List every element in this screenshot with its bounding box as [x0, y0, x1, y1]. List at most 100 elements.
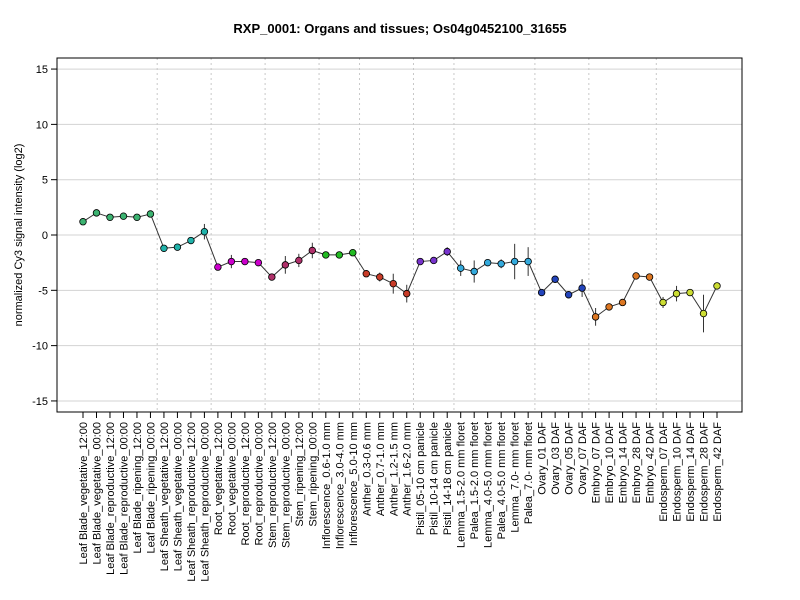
x-tick-label: Leaf Blade_ripening_12:00 [132, 422, 144, 554]
x-tick-label: Embryo_28 DAF [631, 422, 643, 504]
data-point [524, 257, 532, 266]
x-tick-label: Embryo_14 DAF [618, 422, 630, 504]
x-tick-label: Inflorescence_0.6-1.0 mm [321, 422, 333, 549]
x-tick-label: Leaf Blade_reproductive_12:00 [105, 422, 117, 575]
x-tick-label: Pistil_10-14 cm panicle [429, 422, 441, 535]
error-bars [82, 211, 718, 333]
y-tick-label: -15 [32, 396, 48, 408]
y-axis: -15 -10 -5 0 5 10 15 [32, 64, 57, 408]
x-tick-label: Endosperm_07 DAF [658, 422, 670, 522]
x-tick-label: Leaf Sheath_reproductive_00:00 [199, 422, 211, 582]
data-point [510, 257, 519, 266]
x-tick-label: Leaf Sheath_reproductive_12:00 [186, 422, 198, 582]
x-tick-label: Anther_0.7-1.0 mm [375, 422, 387, 516]
x-tick-label: Inflorescence_3.0-4.0 mm [334, 422, 346, 549]
grid-layer [57, 68, 742, 402]
x-tick-label: Endosperm_10 DAF [672, 422, 684, 522]
data-point [457, 264, 465, 272]
x-tick-label: Embryo_42 DAF [645, 422, 657, 504]
x-tick-label: Inflorescence_5.0-10 mm [348, 422, 360, 546]
data-point [551, 275, 559, 283]
data-point [241, 257, 249, 266]
data-point [308, 246, 317, 255]
x-tick-label: Leaf Sheath_vegetative_00:00 [172, 422, 184, 571]
x-tick-label: Leaf Blade_vegetative_12:00 [78, 422, 90, 565]
data-point [349, 248, 357, 257]
x-tick-label: Embryo_10 DAF [604, 422, 616, 504]
x-tick-label: Ovary_01 DAF [537, 422, 549, 495]
data-point [133, 213, 141, 221]
x-tick-label: Endosperm_28 DAF [699, 422, 711, 522]
x-tick-label: Leaf Sheath_vegetative_12:00 [159, 422, 171, 571]
x-tick-label: Palea_7.0- mm floret [523, 422, 535, 524]
x-tick-label: Endosperm_14 DAF [685, 422, 697, 522]
x-tick-label: Palea_4.0-5.0 mm floret [496, 422, 508, 539]
x-tick-label: Pistil_14-18 cm panicle [442, 422, 454, 535]
y-tick-label: -10 [32, 341, 48, 353]
x-tick-label: Ovary_03 DAF [550, 422, 562, 495]
y-tick-label: 10 [36, 119, 48, 131]
x-tick-label: Anther_0.3-0.6 mm [361, 422, 373, 516]
data-point [254, 258, 263, 267]
data-point [430, 256, 438, 265]
x-tick-label: Ovary_05 DAF [564, 422, 576, 495]
data-point [268, 273, 276, 281]
x-tick-label: Leaf Blade_reproductive_00:00 [118, 422, 130, 575]
data-point [119, 212, 128, 220]
x-tick-label: Lemma_1.5-2.0 mm floret [456, 422, 468, 548]
y-tick-label: 0 [42, 230, 48, 242]
data-point [146, 210, 155, 218]
separator-layer [156, 58, 657, 412]
data-point [672, 289, 681, 298]
x-tick-label: Stem_ripening_00:00 [307, 422, 319, 527]
x-tick-label: Pistil_05-10 cm panicle [415, 422, 427, 535]
data-point [537, 288, 546, 297]
x-tick-label: Embryo_07 DAF [591, 422, 603, 504]
data-point [92, 209, 101, 217]
data-point [295, 256, 303, 265]
x-tick-label: Root_reproductive_12:00 [240, 422, 252, 546]
data-points [79, 209, 721, 321]
data-point [699, 309, 708, 318]
y-tick-label: -5 [38, 285, 48, 297]
data-point [591, 313, 600, 321]
data-point [618, 298, 627, 307]
data-point [497, 260, 505, 268]
x-axis: Leaf Blade_vegetative_12:00 Leaf Blade_ve… [78, 412, 724, 582]
data-point [483, 258, 492, 267]
data-point [362, 270, 370, 278]
x-tick-label: Stem_reproductive_00:00 [280, 422, 292, 548]
data-point [106, 213, 114, 221]
x-tick-label: Anther_1.2-1.5 mm [388, 422, 400, 516]
x-tick-label: Lemma_4.0-5.0 mm floret [483, 422, 495, 548]
data-point [227, 257, 236, 266]
x-tick-label: Endosperm_42 DAF [712, 422, 724, 522]
x-tick-label: Root_vegetative_00:00 [226, 422, 238, 535]
data-point [79, 218, 87, 226]
y-tick-label: 15 [36, 64, 48, 76]
x-tick-label: Ovary_07 DAF [577, 422, 589, 495]
chart-title: RXP_0001: Organs and tissues; Os04g04521… [233, 21, 566, 36]
data-point [322, 251, 330, 259]
data-point [187, 236, 195, 245]
data-point [214, 263, 222, 271]
data-point [632, 272, 640, 280]
data-point [659, 298, 667, 307]
data-point [403, 289, 411, 298]
data-point [335, 251, 343, 259]
x-tick-label: Stem_ripening_12:00 [294, 422, 306, 527]
data-point [376, 273, 384, 281]
data-point [564, 291, 573, 299]
data-point [578, 284, 586, 292]
data-point [173, 243, 182, 251]
data-point [160, 244, 168, 252]
data-point [443, 247, 451, 256]
x-tick-label: Palea_1.5-2.0 mm floret [469, 422, 481, 539]
data-point [416, 257, 424, 266]
data-point [200, 227, 209, 236]
y-tick-label: 5 [42, 175, 48, 187]
x-tick-label: Anther_1.6-2.0 mm [402, 422, 414, 516]
data-point [713, 282, 721, 290]
x-tick-label: Root_reproductive_00:00 [253, 422, 265, 546]
